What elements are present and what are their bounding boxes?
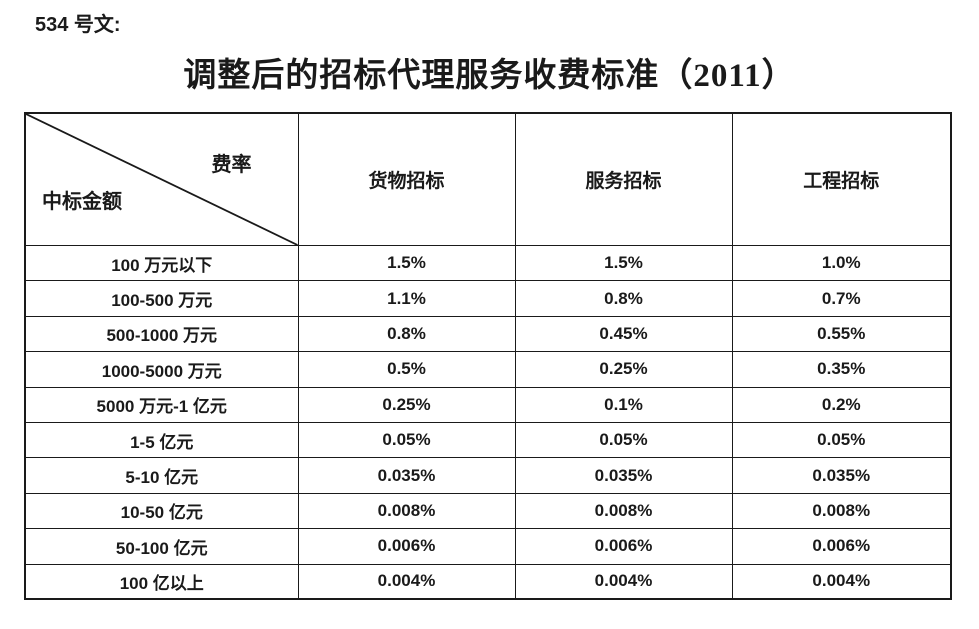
table-row: 100 万元以下 1.5% 1.5% 1.0% [24, 244, 952, 282]
header-row: 费率 中标金额 货物招标 服务招标 工程招标 [24, 112, 952, 246]
fee-cell: 0.5% [297, 351, 516, 388]
fee-cell: 0.25% [514, 351, 733, 388]
column-header-engineering: 工程招标 [731, 112, 952, 246]
table-row: 100 亿以上 0.004% 0.004% 0.004% [24, 563, 952, 600]
row-label: 10-50 亿元 [24, 492, 299, 530]
table-row: 5000 万元-1 亿元 0.25% 0.1% 0.2% [24, 386, 952, 423]
fee-cell: 0.2% [731, 386, 952, 423]
row-label: 100 万元以下 [24, 244, 299, 282]
fee-cell: 0.035% [731, 457, 952, 494]
fee-cell: 0.1% [514, 386, 733, 423]
fee-cell: 0.35% [731, 351, 952, 388]
column-header-services: 服务招标 [514, 112, 733, 246]
fee-cell: 0.006% [297, 528, 516, 565]
fee-cell: 0.25% [297, 386, 516, 423]
fee-table: 费率 中标金额 货物招标 服务招标 工程招标 100 万元以下 1.5% 1.5… [24, 112, 952, 601]
fee-cell: 1.1% [297, 280, 516, 317]
table-row: 1-5 亿元 0.05% 0.05% 0.05% [24, 421, 952, 459]
table-row: 50-100 亿元 0.006% 0.006% 0.006% [24, 528, 952, 565]
table-row: 100-500 万元 1.1% 0.8% 0.7% [24, 280, 952, 317]
fee-cell: 0.006% [514, 528, 733, 565]
corner-label-rate: 费率 [211, 154, 252, 176]
fee-cell: 0.004% [514, 563, 733, 600]
row-label: 100 亿以上 [24, 563, 299, 600]
fee-cell: 0.8% [514, 280, 733, 317]
fee-cell: 0.05% [514, 421, 733, 459]
table-row: 500-1000 万元 0.8% 0.45% 0.55% [24, 315, 952, 353]
corner-box: 费率 中标金额 [26, 114, 298, 245]
column-header-goods: 货物招标 [297, 112, 516, 246]
fee-cell: 0.006% [731, 528, 952, 565]
fee-cell: 0.004% [731, 563, 952, 600]
row-label: 1000-5000 万元 [24, 351, 299, 388]
row-label: 500-1000 万元 [24, 315, 299, 353]
page-title: 调整后的招标代理服务收费标准（2011） [183, 58, 796, 94]
table-row: 5-10 亿元 0.035% 0.035% 0.035% [24, 457, 952, 494]
table-row: 1000-5000 万元 0.5% 0.25% 0.35% [24, 351, 952, 388]
fee-cell: 0.004% [297, 563, 516, 600]
corner-cell: 费率 中标金额 [24, 112, 299, 246]
fee-cell: 0.05% [297, 421, 516, 459]
fee-cell: 0.008% [514, 492, 733, 530]
corner-label-amount: 中标金额 [42, 191, 122, 213]
doc-ref: 534 号文: [35, 14, 121, 36]
fee-cell: 0.55% [731, 315, 952, 353]
fee-cell: 1.5% [514, 244, 733, 282]
row-label: 50-100 亿元 [24, 528, 299, 565]
fee-cell: 0.45% [514, 315, 733, 353]
fee-cell: 0.05% [731, 421, 952, 459]
fee-cell: 1.0% [731, 244, 952, 282]
fee-cell: 0.8% [297, 315, 516, 353]
fee-cell: 0.008% [297, 492, 516, 530]
fee-cell: 0.7% [731, 280, 952, 317]
row-label: 1-5 亿元 [24, 421, 299, 459]
fee-cell: 0.035% [514, 457, 733, 494]
diagonal-divider [26, 114, 298, 245]
row-label: 5000 万元-1 亿元 [24, 386, 299, 423]
fee-cell: 0.008% [731, 492, 952, 530]
fee-cell: 1.5% [297, 244, 516, 282]
table-row: 10-50 亿元 0.008% 0.008% 0.008% [24, 492, 952, 530]
row-label: 100-500 万元 [24, 280, 299, 317]
row-label: 5-10 亿元 [24, 457, 299, 494]
fee-cell: 0.035% [297, 457, 516, 494]
